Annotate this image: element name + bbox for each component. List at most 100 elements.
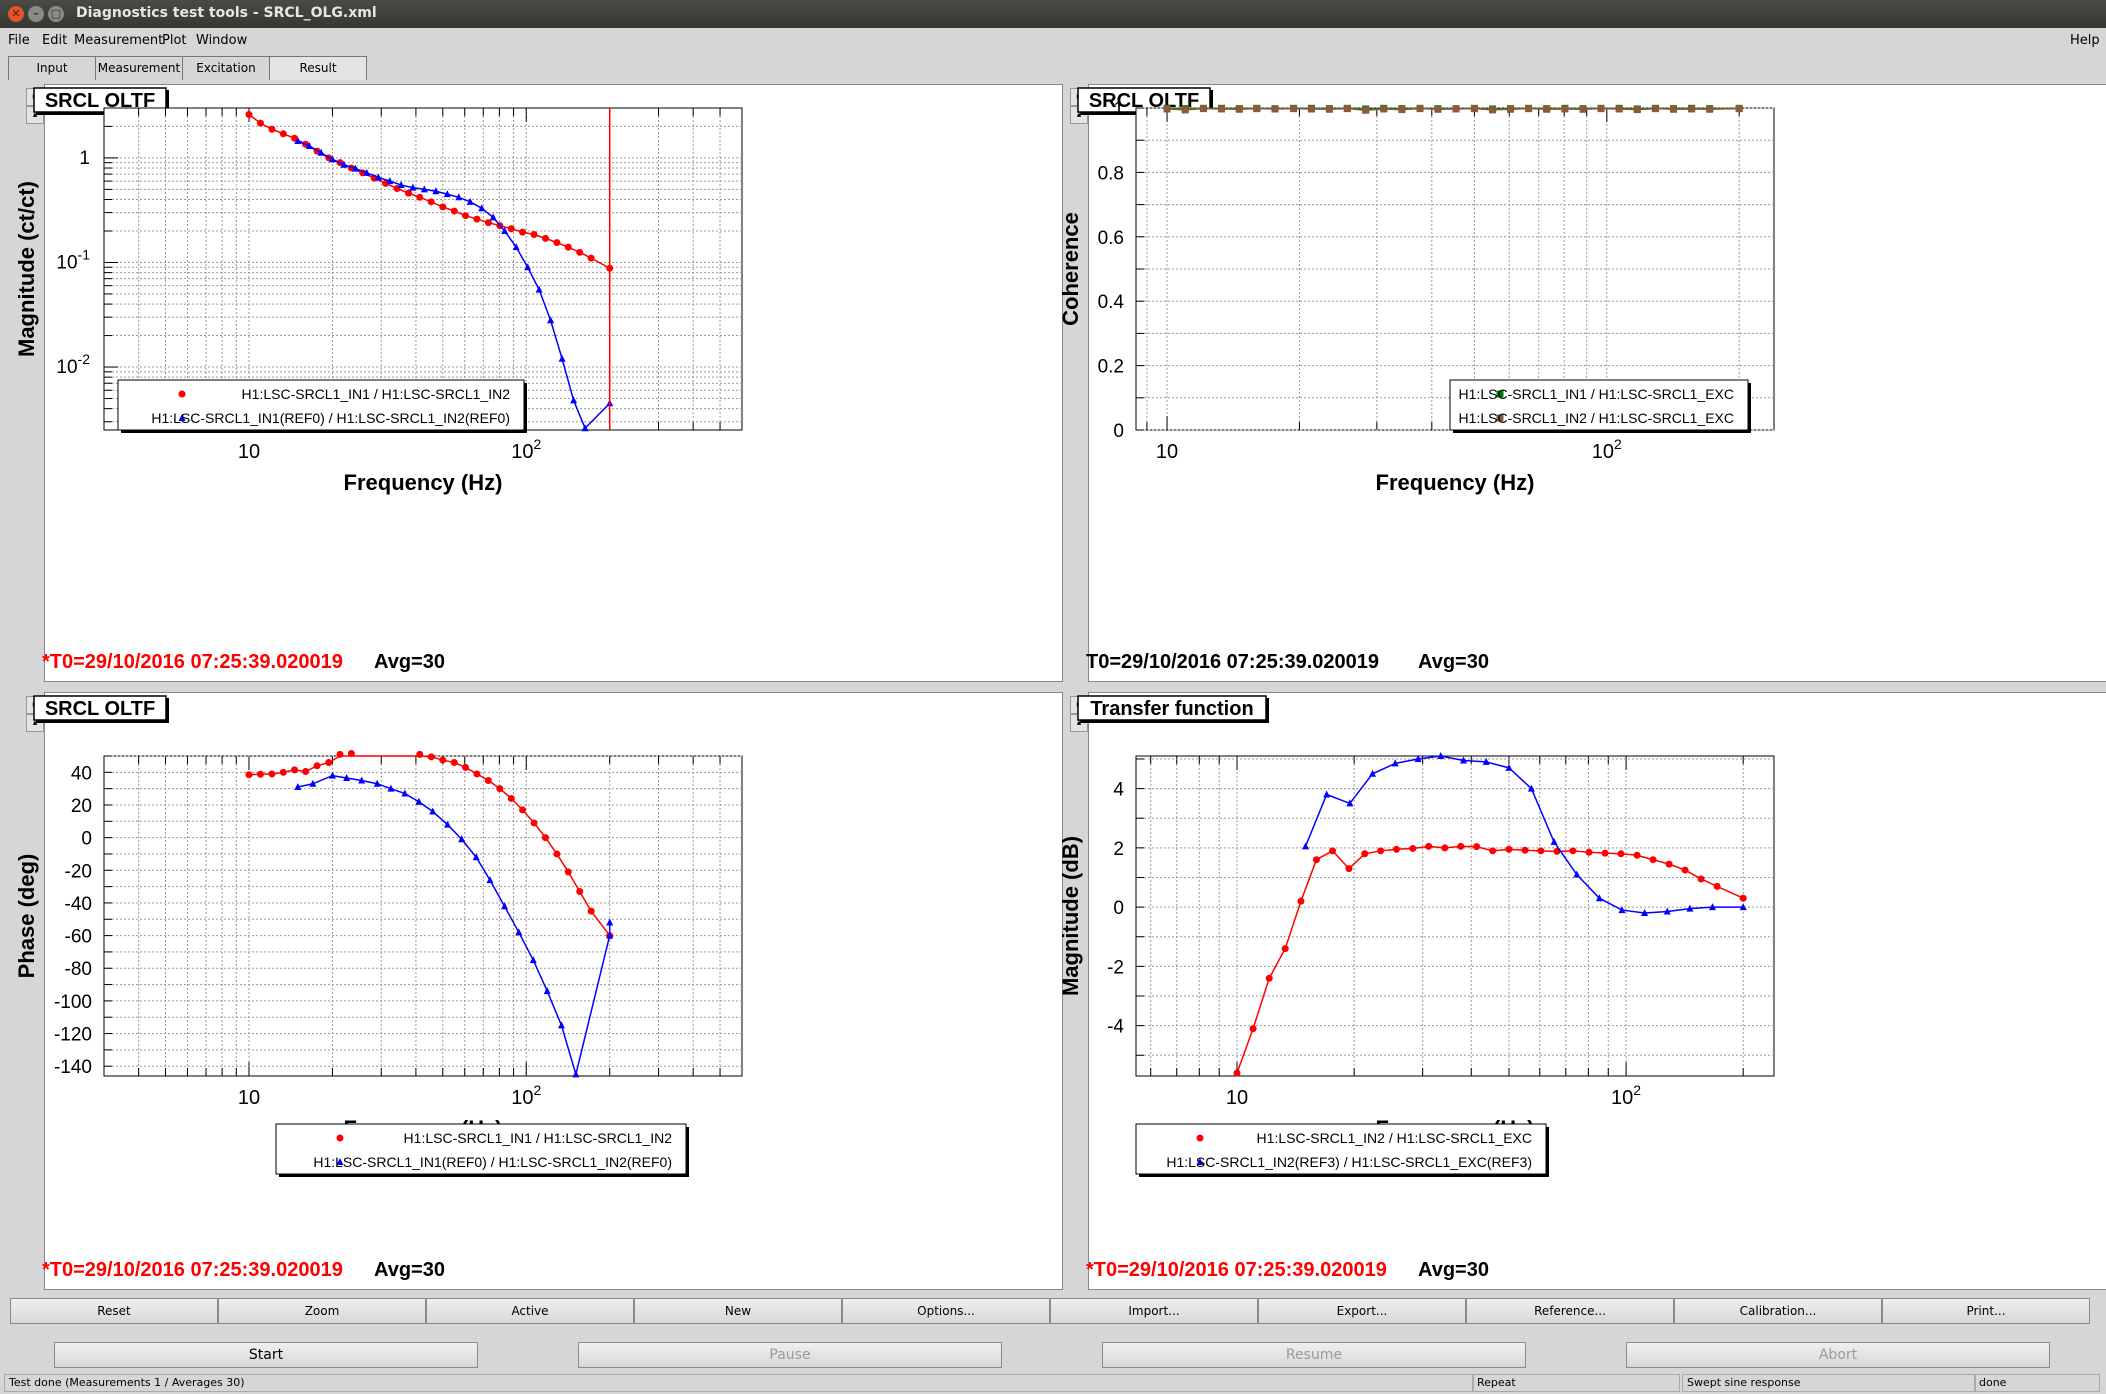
data-point [1688,105,1696,113]
plot-frame [103,755,743,1077]
data-point [1543,105,1551,113]
data-point [462,763,470,771]
resume-button[interactable]: Resume [1102,1342,1526,1368]
window-title: Diagnostics test tools - SRCL_OLG.xml [76,5,377,21]
data-point [439,756,447,764]
data-point [1561,105,1569,113]
menu-measurement[interactable]: Measurement [74,33,164,48]
data-point [1343,105,1351,113]
data-point [1325,105,1333,113]
data-point [1199,105,1207,113]
data-point [462,212,470,220]
data-point [1253,105,1261,113]
legend-label: H1:LSC-SRCL1_IN1(REF0) / H1:LSC-SRCL1_IN… [151,410,510,426]
data-point [302,768,310,776]
data-point [576,248,584,256]
tab-input[interactable]: Input [8,56,96,80]
plot-pad-bottom-right[interactable]: ▸ ▴ Transfer function10102Frequency (Hz)… [1056,692,2106,1290]
reset-button[interactable]: Reset [10,1298,218,1324]
legend-label: H1:LSC-SRCL1_IN1(REF0) / H1:LSC-SRCL1_IN… [313,1154,672,1170]
active-button[interactable]: Active [426,1298,634,1324]
data-point [268,770,276,778]
legend-label: H1:LSC-SRCL1_IN1 / H1:LSC-SRCL1_IN2 [404,1130,673,1146]
y-tick-label: -20 [65,861,92,882]
tick-exponent: -1 [78,246,91,262]
tab-excitation[interactable]: Excitation [182,56,270,80]
data-point [305,141,313,149]
data-point [387,784,395,792]
menu-window[interactable]: Window [196,33,248,48]
print-button[interactable]: Print... [1882,1298,2090,1324]
status-type: Swept sine response [1682,1374,1976,1392]
control-button-row: Start Pause Resume Abort [0,1336,2106,1370]
data-point [473,215,481,223]
data-point [1307,105,1315,113]
data-point [515,928,523,936]
reference-button[interactable]: Reference... [1466,1298,1674,1324]
menu-edit[interactable]: Edit [42,33,68,48]
maximize-icon[interactable]: □ [48,6,64,22]
data-point [519,228,527,236]
tick-exponent: 2 [1633,1082,1641,1098]
menu-file[interactable]: File [8,33,30,48]
options-button[interactable]: Options... [842,1298,1050,1324]
data-point [1739,903,1747,911]
data-point [1550,837,1558,845]
data-point [581,424,589,432]
abort-button[interactable]: Abort [1626,1342,2050,1368]
menu-help[interactable]: Help [2070,33,2100,48]
data-point [1380,105,1388,113]
x-tick-label: 10 [1156,441,1178,463]
data-point [473,770,481,778]
data-point [547,316,555,324]
data-point [466,197,474,205]
data-point [1585,848,1593,856]
data-point [409,183,417,191]
x-gridlines [138,756,721,1076]
data-point [512,243,520,251]
new-button[interactable]: New [634,1298,842,1324]
tab-result[interactable]: Result [269,56,367,80]
data-point [587,907,595,915]
data-point [564,868,572,876]
tick-exponent: 2 [533,436,541,452]
pause-button[interactable]: Pause [578,1342,1002,1368]
window-titlebar: ✕ – □ Diagnostics test tools - SRCL_OLG.… [0,0,2106,28]
tab-measurement[interactable]: Measurement [95,56,183,80]
title-shadow [36,720,169,723]
plot-title: SRCL OLTF [45,90,155,112]
y-tick-label: 10-1 [56,246,90,273]
data-point [1249,1025,1257,1033]
status-t0: *T0=29/10/2016 07:25:39.020019 [42,651,343,673]
legend: H1:LSC-SRCL1_IN1 / H1:LSC-SRCL1_IN2 H1:LS… [275,1123,689,1177]
data-point [501,226,509,234]
data-point [1505,845,1513,853]
import-button[interactable]: Import... [1050,1298,1258,1324]
data-point [587,254,595,262]
y-axis-label: Magnitude (ct/ct) [14,181,39,357]
data-point [450,759,458,767]
x-tick-label: 102 [1592,436,1622,463]
data-point [1323,790,1331,798]
zoom-button[interactable]: Zoom [218,1298,426,1324]
data-point [553,239,561,247]
y-tick-label: -2 [1107,957,1124,978]
data-point [1525,105,1533,113]
close-icon[interactable]: ✕ [8,6,24,22]
status-avg: Avg=30 [1418,1259,1489,1281]
data-point [256,119,264,127]
minimize-icon[interactable]: – [28,6,44,22]
data-point [450,207,458,215]
export-button[interactable]: Export... [1258,1298,1466,1324]
data-point [358,776,366,784]
menu-plot[interactable]: Plot [162,33,187,48]
calibration-button[interactable]: Calibration... [1674,1298,1882,1324]
data-point [1697,875,1705,883]
start-button[interactable]: Start [54,1342,478,1368]
data-point [279,130,287,138]
data-point [343,774,351,782]
status-mode: Repeat [1472,1374,1680,1392]
